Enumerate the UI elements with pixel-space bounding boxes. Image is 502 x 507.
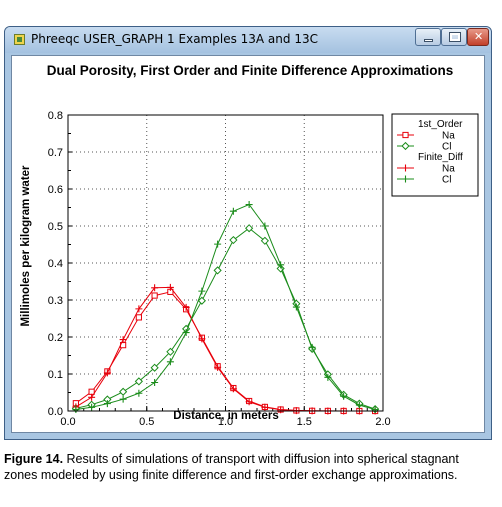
y-tick-label: 0.0 [48, 406, 63, 418]
data-point [340, 392, 348, 400]
data-point [292, 303, 300, 311]
figure-caption-text: Results of simulations of transport with… [4, 452, 459, 482]
data-point [182, 303, 190, 311]
y-tick-label: 0.2 [48, 332, 63, 344]
close-button[interactable] [467, 28, 489, 46]
legend-item-label: Cl [442, 175, 451, 186]
series-finite-diff-cl [72, 201, 379, 414]
data-point [88, 393, 96, 401]
data-point [134, 377, 143, 386]
data-point [261, 403, 269, 411]
data-point [245, 201, 253, 209]
data-point [245, 224, 254, 233]
x-tick-label: 1.5 [297, 416, 312, 428]
maximize-button[interactable] [441, 28, 467, 46]
data-point [213, 266, 222, 275]
y-tick-label: 0.1 [48, 369, 63, 381]
figure-caption-label: Figure 14. [4, 452, 64, 466]
data-point [166, 283, 174, 291]
data-point [72, 406, 80, 414]
x-tick-label: 0.0 [60, 416, 75, 428]
title-bar[interactable]: Phreeqc USER_GRAPH 1 Examples 13A and 13… [5, 27, 491, 53]
y-tick-label: 0.3 [48, 295, 63, 307]
x-tick-label: 1.0 [218, 416, 233, 428]
window-title: Phreeqc USER_GRAPH 1 Examples 13A and 13… [31, 32, 318, 46]
data-point [229, 207, 237, 215]
data-point [182, 329, 190, 337]
series-1st-order-cl [71, 224, 380, 414]
data-point [103, 400, 111, 408]
app-window: Phreeqc USER_GRAPH 1 Examples 13A and 13… [4, 26, 492, 440]
legend-marker [402, 175, 409, 183]
chart-title: Dual Porosity, First Order and Finite Di… [47, 63, 454, 78]
x-tick-label: 0.5 [139, 416, 154, 428]
legend-group-heading: 1st_Order [418, 119, 463, 130]
data-point [276, 264, 285, 273]
legend-box [391, 113, 479, 197]
chart: Dual Porosity, First Order and Finite Di… [20, 63, 479, 428]
data-point [355, 401, 363, 409]
plot-frame [67, 114, 384, 412]
y-tick-label: 0.6 [48, 184, 63, 196]
legend-group-heading: Finite_Diff [418, 152, 463, 163]
graph-panel: Dual Porosity, First Order and Finite Di… [11, 55, 485, 433]
y-tick-label: 0.4 [48, 258, 63, 270]
data-point [135, 314, 142, 321]
data-point [151, 292, 158, 299]
data-point [261, 222, 269, 230]
data-point [214, 363, 222, 371]
data-point [197, 296, 206, 305]
y-tick-label: 0.5 [48, 221, 63, 233]
data-point [260, 236, 269, 245]
data-point [198, 335, 206, 343]
data-point [119, 387, 128, 396]
data-point [245, 398, 253, 406]
data-point [214, 240, 222, 248]
series-line [75, 203, 376, 410]
data-point [229, 385, 237, 393]
y-tick-label: 0.7 [48, 147, 63, 159]
data-point [277, 406, 285, 414]
legend-marker [402, 131, 409, 139]
x-axis-label: Distance, in meters [173, 410, 278, 422]
y-tick-label: 0.8 [48, 110, 63, 122]
minimize-button[interactable] [415, 28, 441, 46]
data-point [119, 336, 127, 344]
data-point [308, 343, 316, 351]
x-tick-label: 2.0 [375, 416, 390, 428]
series-line [75, 227, 376, 410]
data-point [324, 373, 332, 381]
legend-marker [401, 141, 410, 151]
legend-marker [402, 164, 409, 172]
data-point [151, 379, 159, 387]
data-point [371, 406, 379, 414]
grid [68, 115, 383, 411]
figure-caption: Figure 14. Results of simulations of tra… [4, 451, 494, 483]
data-point [198, 287, 206, 295]
legend-item-label: Cl [442, 142, 451, 153]
data-point [151, 284, 159, 292]
data-point [135, 305, 143, 313]
data-point [277, 261, 285, 269]
data-point [119, 395, 127, 403]
y-axis-label: Millimoles per kilogram water [20, 165, 32, 327]
data-point [150, 363, 159, 372]
data-point [229, 235, 238, 245]
data-point [166, 358, 174, 366]
legend-item-label: Na [442, 131, 455, 142]
axis-ticks: 0.0 0.1 0.2 0.3 0.4 0.5 0.6 0.7 0.8 0.0 0.5 1.0 1.5 2… [48, 110, 391, 428]
data-point [166, 347, 175, 356]
data-point [88, 403, 96, 411]
legend-item-label: Na [442, 164, 455, 175]
data-point [135, 389, 143, 397]
data-point [103, 369, 111, 377]
app-icon [14, 34, 25, 45]
